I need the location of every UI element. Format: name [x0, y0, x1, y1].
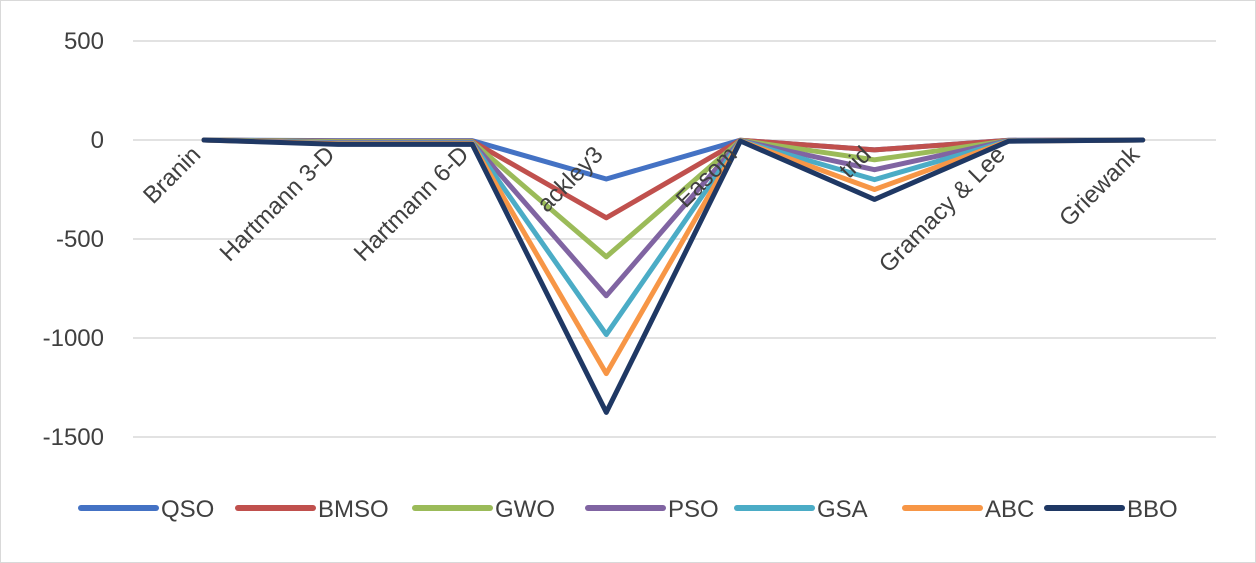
legend-label-abc: ABC: [985, 496, 1034, 523]
y-axis: 500 0 -500 -1000 -1500: [43, 28, 104, 451]
y-tick-label: -1000: [43, 325, 104, 352]
y-tick-label: 0: [91, 127, 104, 154]
legend: QSO BMSO GWO PSO GSA ABC BBO: [78, 496, 1178, 523]
x-tick-label: Griewank: [1054, 140, 1145, 231]
series-line-bbo: [201, 137, 1146, 415]
x-tick-label: Hartmann 6-D: [349, 141, 475, 267]
legend-label-pso: PSO: [668, 496, 719, 523]
legend-label-gwo: GWO: [495, 496, 555, 523]
series-lines: [201, 137, 1146, 415]
legend-label-gsa: GSA: [817, 496, 868, 523]
legend-label-qso: QSO: [161, 496, 214, 523]
x-tick-label: Branin: [138, 141, 206, 209]
y-tick-label: 500: [64, 28, 104, 55]
legend-label-bmso: BMSO: [318, 496, 389, 523]
x-tick-label: Hartmann 3-D: [215, 141, 341, 267]
y-tick-label: -500: [56, 226, 104, 253]
y-tick-label: -1500: [43, 424, 104, 451]
legend-label-bbo: BBO: [1127, 496, 1178, 523]
